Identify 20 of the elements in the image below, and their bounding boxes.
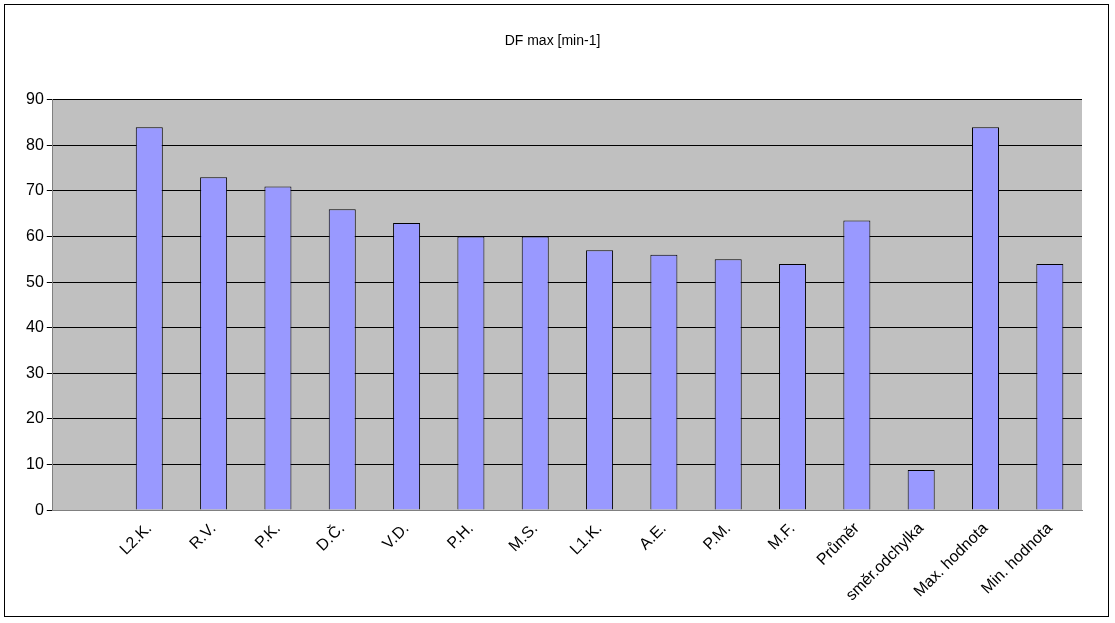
chart-title: DF max [min-1]: [504, 32, 601, 49]
y-tick-label: 0: [34, 500, 44, 518]
x-tick-label: R.V.: [185, 519, 219, 553]
y-tick-label: 70: [26, 181, 44, 199]
y-tick-label: 30: [26, 363, 44, 381]
y-tick-label: 20: [26, 409, 44, 427]
y-tick-label: 90: [26, 90, 44, 108]
y-tick-label: 10: [26, 454, 44, 472]
y-tick-label: 40: [26, 318, 44, 336]
x-tick-label: M.S.: [505, 519, 541, 555]
x-tick-label: M.F.: [764, 519, 798, 553]
x-tick-label: P.M.: [699, 519, 734, 553]
y-tick-label: 50: [26, 272, 44, 290]
x-tick-label: D.Č.: [312, 518, 348, 554]
x-tick-label: V.D.: [378, 519, 412, 553]
x-tick-label: A.E.: [635, 519, 670, 553]
x-tick-label: P.H.: [443, 519, 477, 552]
y-tick-label: 60: [26, 226, 44, 244]
y-tick-label: 80: [26, 135, 44, 153]
x-tick-label: P.K.: [251, 519, 284, 552]
